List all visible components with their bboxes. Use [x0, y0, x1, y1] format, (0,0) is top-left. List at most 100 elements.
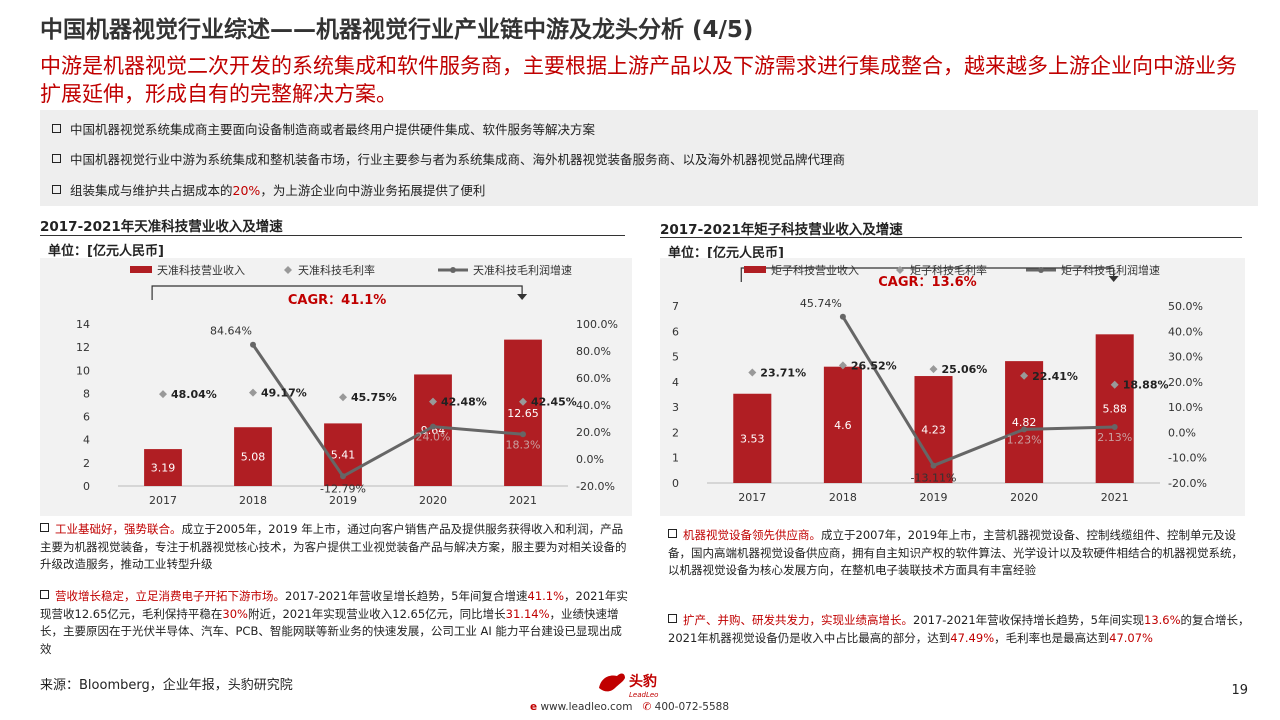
checkbox-bullet-icon [52, 185, 61, 194]
growth-point [430, 423, 436, 430]
x-tick-label: 2018 [829, 491, 857, 504]
margin-point [339, 393, 347, 402]
y-left-tick-label: 14 [76, 318, 90, 331]
cagr-bracket [740, 267, 1115, 282]
y-right-tick-label: 60.0% [576, 372, 611, 385]
margin-data-label: 48.04% [171, 388, 217, 401]
growth-data-label: 18.3% [506, 438, 541, 451]
bar-data-label: 5.41 [331, 449, 356, 462]
margin-point [1020, 371, 1029, 380]
margin-point [748, 368, 757, 377]
growth-point [340, 473, 346, 480]
left-desc-1: 工业基础好，强势联合。成立于2005年，2019 年上市，通过向客户销售产品及提… [40, 522, 627, 571]
x-tick-label: 2018 [239, 494, 267, 507]
bar [733, 393, 772, 483]
bar [823, 366, 862, 483]
checkbox-bullet-icon [52, 154, 61, 163]
x-tick-label: 2020 [419, 494, 447, 507]
margin-data-label: 26.52% [851, 359, 897, 372]
bar-data-label: 12.65 [507, 407, 539, 420]
bar [234, 427, 272, 486]
legend-line-marker [450, 267, 456, 273]
margin-data-label: 25.06% [942, 363, 988, 376]
summary-item: 中国机器视觉系统集成商主要面向设备制造商或者最终用户提供硬件集成、软件服务等解决… [52, 119, 595, 138]
page-subtitle: 中游是机器视觉二次开发的系统集成和软件服务商，主要根据上游产品以及下游需求进行集… [40, 54, 1237, 106]
legend-bar-swatch [130, 266, 152, 273]
growth-point [930, 462, 937, 469]
y-right-tick-label: -10.0% [1168, 452, 1207, 465]
y-left-tick-label: 4 [83, 434, 90, 447]
bar-data-label: 3.53 [740, 432, 765, 445]
footer-contact: e www.leadleo.com ✆ 400-072-5588 [530, 701, 729, 713]
x-tick-label: 2021 [1101, 491, 1129, 504]
legend-margin-swatch [896, 266, 904, 274]
y-left-tick-label: 0 [83, 480, 90, 493]
page-number: 19 [1231, 683, 1248, 698]
y-right-tick-label: 0.0% [576, 453, 604, 466]
right-section-title: 2017-2021年矩子科技营业收入及增速 [660, 222, 903, 238]
margin-data-label: 22.41% [1032, 370, 1078, 383]
bar-data-label: 3.19 [151, 462, 176, 475]
x-tick-label: 2017 [738, 491, 766, 504]
y-right-tick-label: 30.0% [1168, 351, 1203, 364]
growth-data-label: 1.23% [1007, 433, 1042, 446]
leadleo-logo: 头豹 LeadLeo [595, 666, 665, 700]
margin-data-label: 49.17% [261, 387, 307, 400]
checkbox-bullet-icon [40, 523, 49, 532]
web-icon: e [530, 701, 538, 713]
legend-label: 天准科技毛利率 [298, 263, 375, 277]
logo-subtext: LeadLeo [629, 691, 658, 699]
summary-item: 中国机器视觉行业中游为系统集成和整机装备市场，行业主要参与者为系统集成商、海外机… [52, 149, 845, 168]
growth-point [520, 431, 526, 438]
right-desc-1: 机器视觉设备领先供应商。成立于2007年，2019年上市，主营机器视觉设备、控制… [668, 528, 1243, 577]
margin-point [249, 388, 257, 397]
checkbox-bullet-icon [668, 614, 677, 623]
legend-margin-swatch [284, 266, 292, 274]
y-left-tick-label: 6 [672, 325, 679, 338]
growth-data-label: 45.74% [800, 297, 842, 310]
website-link[interactable]: www.leadleo.com [540, 701, 633, 713]
growth-point [1021, 426, 1028, 433]
margin-point [519, 397, 527, 406]
y-left-tick-label: 0 [672, 477, 679, 490]
y-left-tick-label: 6 [83, 411, 90, 424]
y-left-tick-label: 3 [672, 401, 679, 414]
summary-item: 组装集成与维护共占据成本的20%，为上游企业向中游业务拓展提供了便利 [52, 180, 485, 199]
checkbox-bullet-icon [40, 590, 49, 599]
x-tick-label: 2017 [149, 494, 177, 507]
bar [504, 339, 542, 486]
left-section-divider [40, 235, 625, 236]
left-section-title: 2017-2021年天准科技营业收入及增速 [40, 219, 283, 235]
x-tick-label: 2019 [920, 491, 948, 504]
x-tick-label: 2019 [329, 494, 357, 507]
margin-point [429, 397, 437, 406]
y-left-tick-label: 7 [672, 300, 679, 313]
y-right-tick-label: 20.0% [576, 426, 611, 439]
left-unit-label: 单位：[亿元人民币] [48, 244, 164, 259]
y-left-tick-label: 1 [672, 452, 679, 465]
growth-data-label: 2.13% [1097, 431, 1132, 444]
legend-label: 天准科技毛利润增速 [473, 263, 572, 277]
margin-point [159, 390, 167, 399]
page-title: 中国机器视觉行业综述——机器视觉行业产业链中游及龙头分析 (4/5) [40, 17, 754, 43]
growth-line [251, 343, 524, 479]
bar-data-label: 4.6 [834, 419, 852, 432]
phone-icon: ✆ [642, 701, 652, 713]
legend-line-marker [1038, 267, 1044, 273]
legend-label: 矩子科技毛利润增速 [1061, 263, 1160, 277]
right-unit-label: 单位：[亿元人民币] [668, 246, 784, 261]
margin-data-label: 45.75% [351, 391, 397, 404]
y-right-tick-label: 80.0% [576, 345, 611, 358]
margin-point [838, 361, 847, 370]
checkbox-bullet-icon [52, 124, 61, 133]
left-chart: 0 2 4 6 8 10 12 14 -20.0% 0.0% 20.0% 40.0% 60.0% 80.0… [40, 258, 632, 516]
legend-label: 矩子科技毛利率 [910, 263, 987, 277]
cagr-arrow-icon [517, 294, 528, 300]
y-left-tick-label: 2 [672, 426, 679, 439]
growth-data-label: 84.64% [210, 325, 252, 338]
margin-point [1110, 380, 1119, 389]
growth-data-label: -13.11% [911, 472, 957, 485]
cagr-label: CAGR：41.1% [288, 293, 386, 308]
margin-data-label: 23.71% [760, 366, 806, 379]
right-desc-2: 扩产、并购、研发共发力，实现业绩高增长。2017-2021年营收保持增长趋势，5… [668, 613, 1250, 645]
